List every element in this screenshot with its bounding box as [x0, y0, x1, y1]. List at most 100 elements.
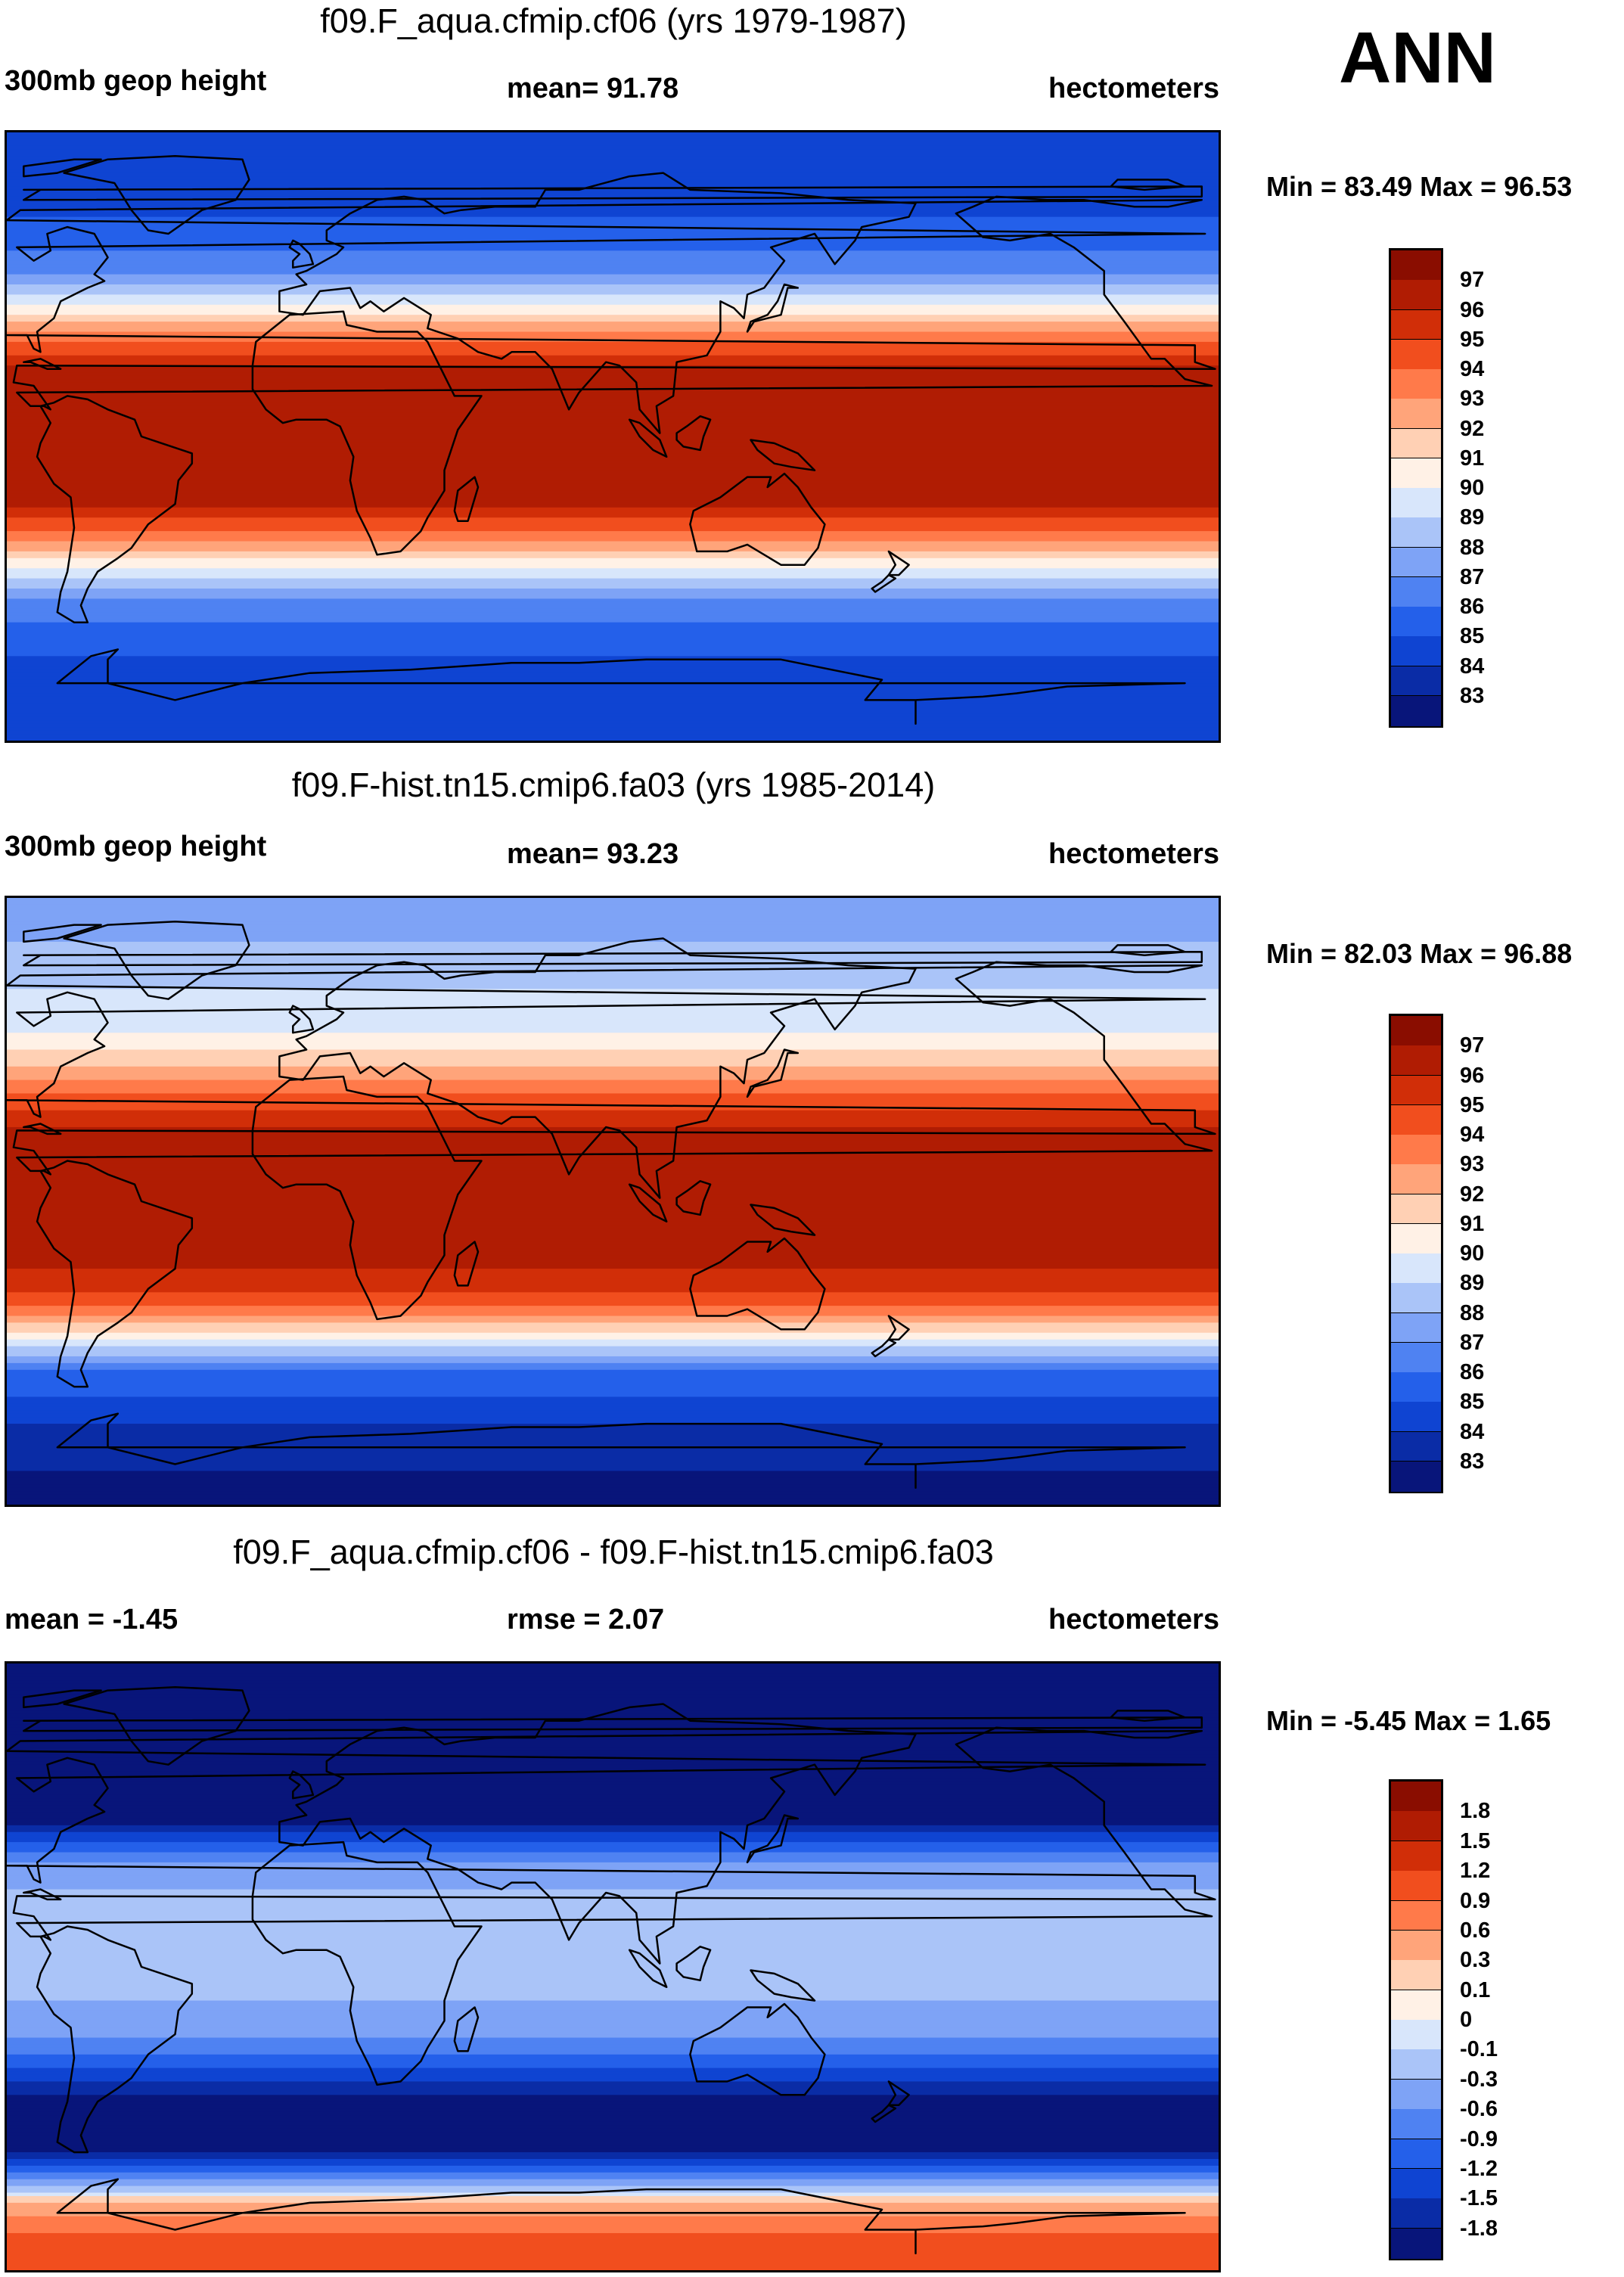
coastline [453, 476, 480, 522]
field-band [7, 142, 1219, 147]
field-band [7, 1214, 1219, 1219]
panel-1-mean-label: mean= 91.78 [507, 73, 679, 104]
field-band [7, 2051, 1219, 2055]
colorbar-tick-label: 94 [1460, 1123, 1485, 1147]
colorbar-tick-label: 95 [1460, 1092, 1485, 1117]
field-band [7, 2105, 1219, 2109]
field-band [7, 1707, 1219, 1712]
field-band [7, 1201, 1219, 1206]
field-band [7, 1151, 1219, 1155]
field-band [7, 1107, 1219, 1111]
colorbar-box [1391, 280, 1441, 311]
field-band [7, 2091, 1219, 2096]
colorbar-tick-label: 92 [1460, 416, 1485, 441]
colorbar-box [1391, 2168, 1441, 2199]
coastline [689, 2002, 826, 2096]
field-band [7, 1403, 1219, 1408]
panel-2-colorbar [1389, 1014, 1443, 1493]
colorbar-tick-label: 88 [1460, 535, 1485, 560]
field-band [7, 1831, 1219, 1837]
coastline [36, 1925, 194, 2154]
coastline [36, 1160, 194, 1388]
coastline [251, 1075, 483, 1321]
field-band [7, 253, 1219, 259]
field-band [7, 1221, 1219, 1225]
colorbar-box [1391, 1841, 1441, 1872]
field-band [7, 938, 1219, 943]
field-band [7, 345, 1219, 349]
field-band [7, 250, 1219, 255]
field-band [7, 1842, 1219, 1847]
field-band [7, 247, 1219, 252]
field-band [7, 294, 1219, 299]
field-band [7, 1238, 1219, 1243]
field-band [7, 2078, 1219, 2083]
field-band [7, 348, 1219, 353]
field-band [7, 1373, 1219, 1378]
field-band [7, 372, 1219, 377]
field-band [7, 1350, 1219, 1354]
field-band [7, 2064, 1219, 2069]
colorbar-box [1391, 1016, 1441, 1046]
colorbar-tick-label: -1.2 [1460, 2156, 1498, 2181]
field-band [7, 1815, 1219, 1819]
field-band [7, 996, 1219, 1000]
field-band [7, 1761, 1219, 1766]
colorbar-tick-label: 95 [1460, 327, 1485, 352]
field-band [7, 2206, 1219, 2210]
field-band [7, 1852, 1219, 1856]
field-band [7, 1269, 1219, 1273]
field-band [7, 318, 1219, 322]
field-band [7, 1312, 1219, 1317]
field-band [7, 287, 1219, 292]
field-band [7, 2213, 1219, 2217]
field-band [7, 1420, 1219, 1424]
field-band [7, 1967, 1219, 1971]
field-band [7, 918, 1219, 922]
field-band [7, 1940, 1219, 1944]
field-band [7, 1882, 1219, 1887]
colorbar-tick-label: 87 [1460, 1330, 1485, 1355]
field-band [7, 1791, 1219, 1796]
field-band [7, 1393, 1219, 1398]
colorbar-tick-label: 85 [1460, 1390, 1485, 1415]
coastline [288, 1005, 315, 1034]
field-band [7, 904, 1219, 909]
field-band [7, 1316, 1219, 1320]
field-band [7, 669, 1219, 674]
colorbar-tick-label: 97 [1460, 1033, 1485, 1058]
field-band [7, 443, 1219, 448]
field-band [7, 1977, 1219, 1981]
field-band [7, 544, 1219, 549]
field-band [7, 433, 1219, 437]
field-band [7, 1949, 1219, 1954]
field-band [7, 315, 1219, 319]
field-band [7, 2061, 1219, 2066]
coastline [36, 395, 194, 623]
field-band [7, 436, 1219, 441]
coastline [746, 1048, 800, 1098]
coastline [63, 155, 250, 235]
field-band [7, 737, 1219, 741]
field-band [7, 2257, 1219, 2261]
field-band [7, 467, 1219, 471]
field-band [7, 700, 1219, 704]
colorbar-box [1391, 2079, 1441, 2110]
field-band [7, 2243, 1219, 2247]
field-band [7, 389, 1219, 393]
field-band [7, 1501, 1219, 1505]
field-band [7, 138, 1219, 144]
field-band [7, 534, 1219, 539]
field-band [7, 405, 1219, 411]
field-band [7, 244, 1219, 248]
field-band [7, 2000, 1219, 2005]
colorbar-tick-label: 87 [1460, 564, 1485, 589]
field-band [7, 985, 1219, 990]
colorbar-box [1391, 547, 1441, 578]
field-band [7, 1757, 1219, 1763]
field-band [7, 531, 1219, 536]
coastline [251, 310, 483, 556]
colorbar-tick-label: -0.9 [1460, 2126, 1498, 2151]
colorbar-tick-label: 89 [1460, 1271, 1485, 1296]
field-band [7, 517, 1219, 522]
